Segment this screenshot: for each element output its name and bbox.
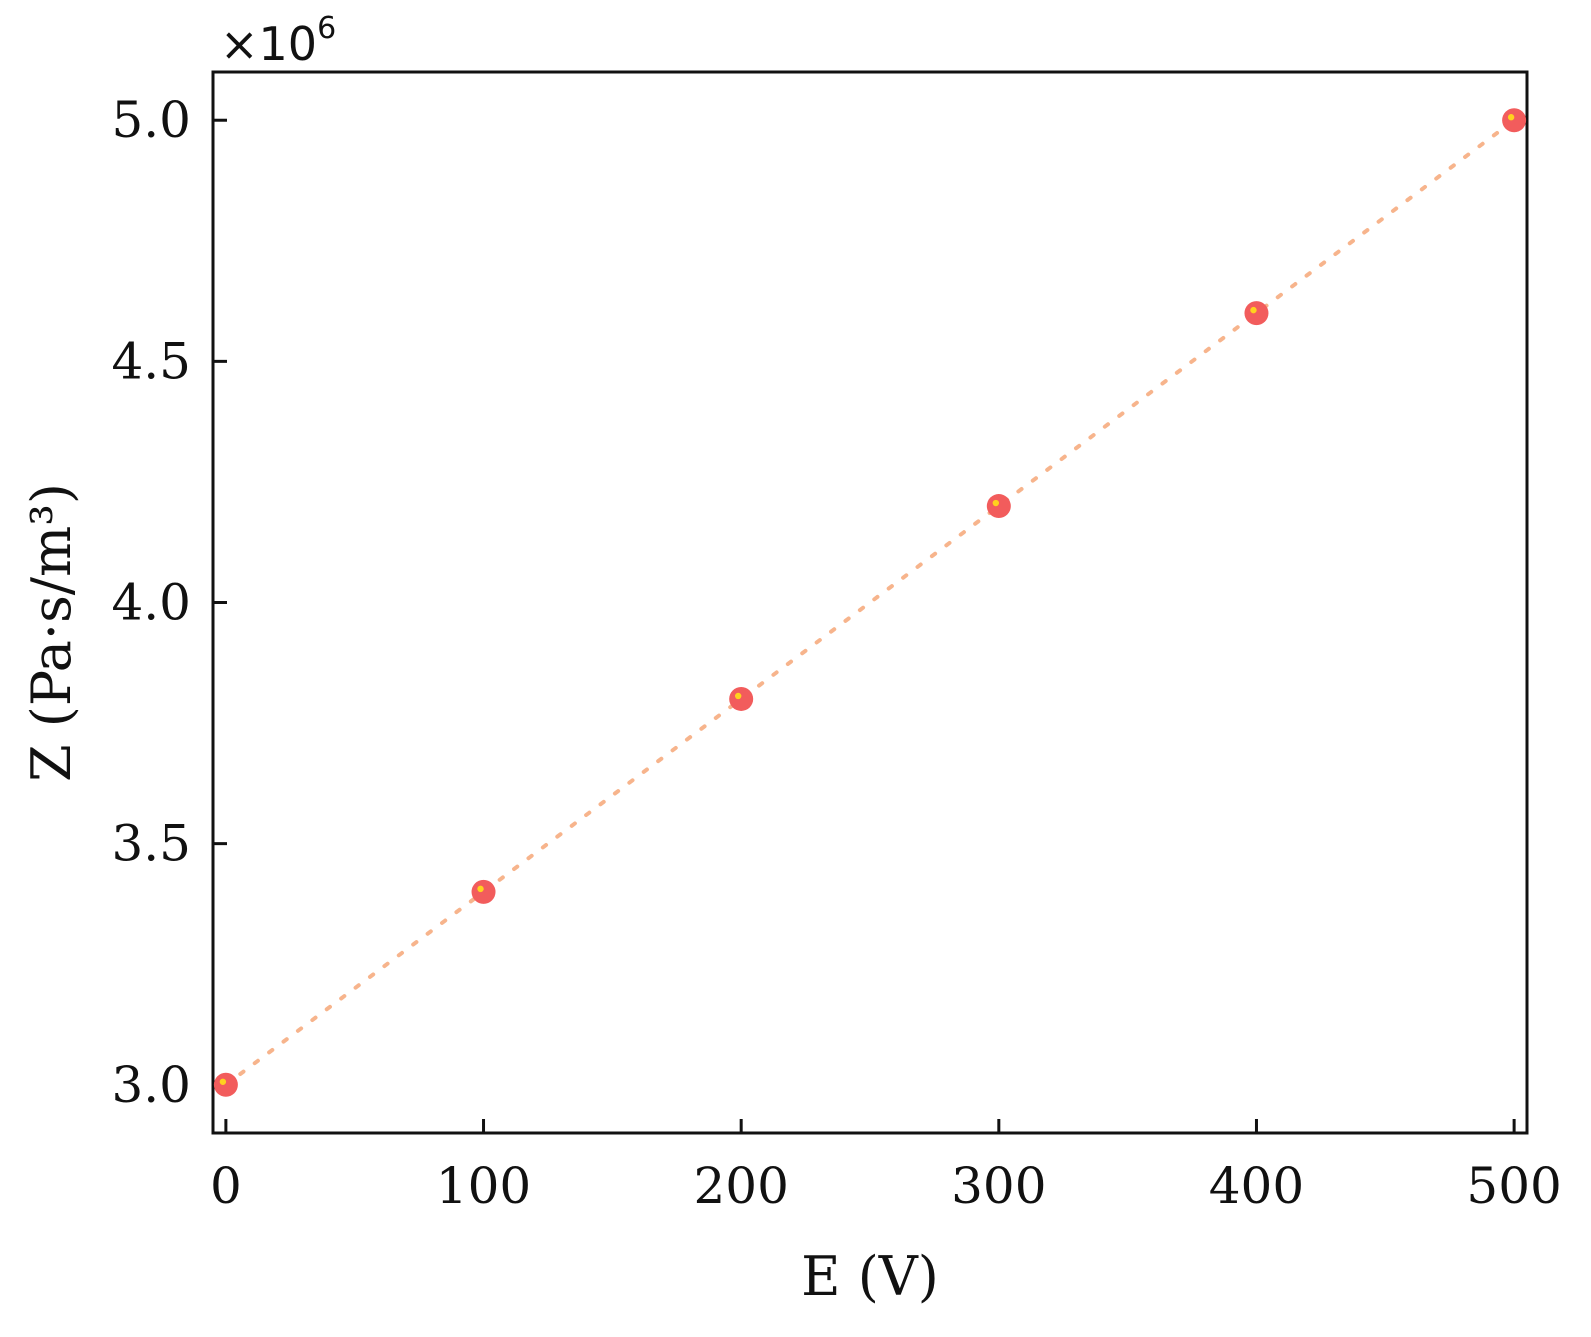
data-point-marker	[729, 686, 754, 711]
data-point-highlight	[477, 885, 484, 893]
data-point-marker	[986, 494, 1011, 519]
y-tick-label: 3.5	[111, 815, 191, 873]
data-point-highlight	[1507, 114, 1515, 121]
x-tick-label: 100	[436, 1157, 531, 1215]
y-tick-label: 3.0	[111, 1056, 191, 1114]
x-axis-label: E (V)	[801, 1245, 939, 1308]
data-points	[213, 108, 1527, 1097]
y-axis-label: Z (Pa·s/m³)	[20, 483, 83, 782]
y-tick-label: 4.0	[111, 574, 191, 632]
y-tick-label: 4.5	[111, 332, 191, 390]
data-point	[1244, 301, 1269, 326]
data-point-marker	[1502, 108, 1527, 133]
data-point-marker	[471, 879, 496, 904]
data-point-highlight	[219, 1078, 227, 1085]
data-point-marker	[213, 1072, 238, 1097]
x-tick-label: 0	[210, 1157, 242, 1215]
x-tick-label: 400	[1209, 1157, 1304, 1215]
data-point-highlight	[992, 499, 1000, 507]
data-point-highlight	[734, 692, 742, 700]
axis-ticks	[213, 118, 1516, 1133]
y-tick-label: 5.0	[111, 91, 191, 149]
data-point-highlight	[1250, 306, 1257, 314]
axis-tick-labels: 0 100 200 300 400 500 3.0 3.5 4.0 4.5 5.0	[111, 91, 1561, 1215]
x-tick-label: 300	[951, 1157, 1046, 1215]
data-point	[471, 879, 496, 904]
data-point	[1502, 108, 1527, 133]
data-point	[986, 494, 1011, 519]
data-point-marker	[1244, 301, 1269, 326]
multiplier-exponent: 6	[317, 11, 336, 46]
data-point	[213, 1072, 238, 1097]
x-tick-label: 200	[693, 1157, 788, 1215]
multiplier-base: ×10	[220, 17, 317, 71]
trendline	[223, 118, 1517, 1087]
trendline-layer	[223, 118, 1517, 1087]
data-point	[729, 686, 754, 711]
y-axis-multiplier: ×106	[220, 11, 336, 71]
x-tick-label: 500	[1466, 1157, 1561, 1215]
